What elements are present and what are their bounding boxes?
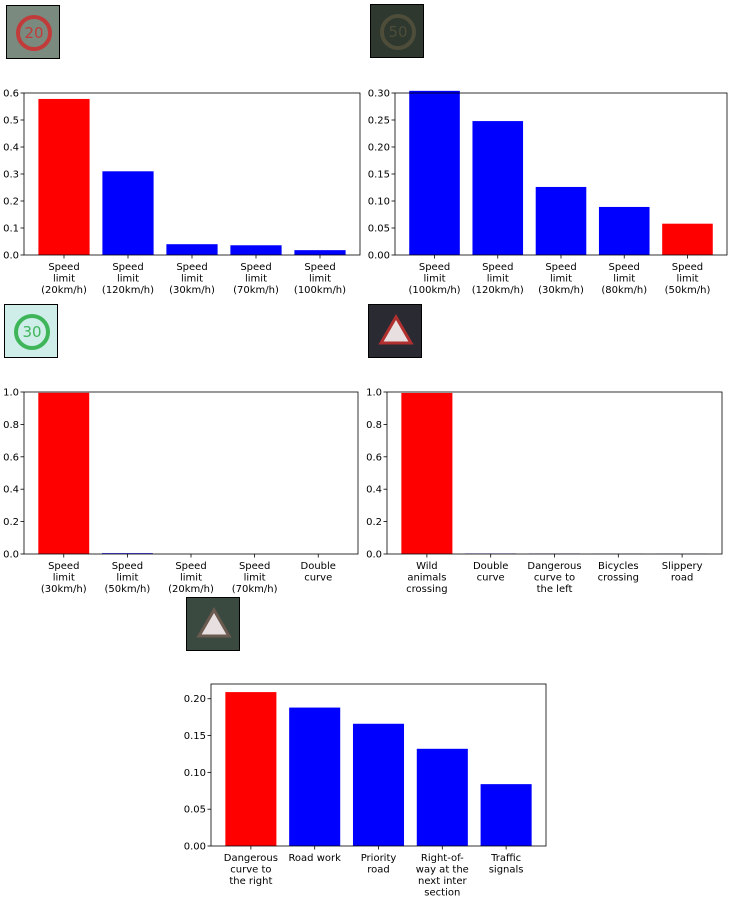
y-tick-label-6: 1.0	[366, 388, 382, 399]
y-tick-label-4: 0.3	[3, 170, 19, 181]
y-tick-label-7: 0.30	[368, 89, 390, 100]
y-tick-label-4: 0.6	[366, 452, 382, 463]
y-tick-label-7: 0.6	[3, 89, 19, 100]
bar-1	[38, 393, 89, 554]
y-tick-label-6: 0.25	[368, 116, 390, 127]
y-tick-label-2: 0.2	[366, 517, 382, 528]
bar-1	[38, 99, 89, 255]
y-tick-label-4: 0.15	[368, 170, 390, 181]
bar-1	[401, 393, 452, 554]
y-tick-label-1: 0.00	[184, 842, 206, 853]
y-tick-label-5: 0.4	[3, 143, 19, 154]
y-tick-label-3: 0.2	[3, 197, 19, 208]
bar-1	[409, 91, 460, 255]
y-tick-label-3: 0.4	[3, 485, 19, 496]
bar-4	[599, 207, 650, 255]
bar-4	[230, 245, 281, 255]
y-tick-label-2: 0.05	[368, 224, 390, 235]
y-tick-label-3: 0.4	[366, 485, 382, 496]
bar-3	[353, 724, 404, 846]
bar-5	[662, 224, 713, 255]
y-tick-label-2: 0.05	[184, 805, 206, 816]
y-tick-label-2: 0.2	[3, 517, 19, 528]
y-tick-label-3: 0.10	[368, 197, 390, 208]
y-tick-label-4: 0.15	[184, 731, 206, 742]
y-tick-label-6: 0.5	[3, 116, 19, 127]
y-tick-label-4: 0.6	[3, 452, 19, 463]
y-tick-label-1: 0.00	[368, 251, 390, 262]
y-tick-label-2: 0.1	[3, 224, 19, 235]
bar-4	[417, 749, 468, 846]
y-tick-label-3: 0.10	[184, 768, 206, 779]
bar-2	[289, 708, 340, 846]
bar-3	[536, 187, 587, 255]
bar-2	[472, 121, 523, 255]
y-tick-label-1: 0.0	[3, 251, 19, 262]
y-tick-label-6: 1.0	[3, 388, 19, 399]
y-tick-label-1: 0.0	[366, 550, 382, 561]
bar-5	[294, 250, 345, 255]
x-tick-label-2: Road work	[288, 853, 341, 864]
bar-5	[481, 784, 532, 846]
bar-2	[102, 171, 153, 255]
y-tick-label-5: 0.20	[368, 143, 390, 154]
bar-1	[225, 692, 276, 846]
y-tick-label-5: 0.8	[366, 420, 382, 431]
y-tick-label-5: 0.20	[184, 694, 206, 705]
y-tick-label-1: 0.0	[3, 550, 19, 561]
y-tick-label-5: 0.8	[3, 420, 19, 431]
bar-3	[166, 244, 217, 255]
